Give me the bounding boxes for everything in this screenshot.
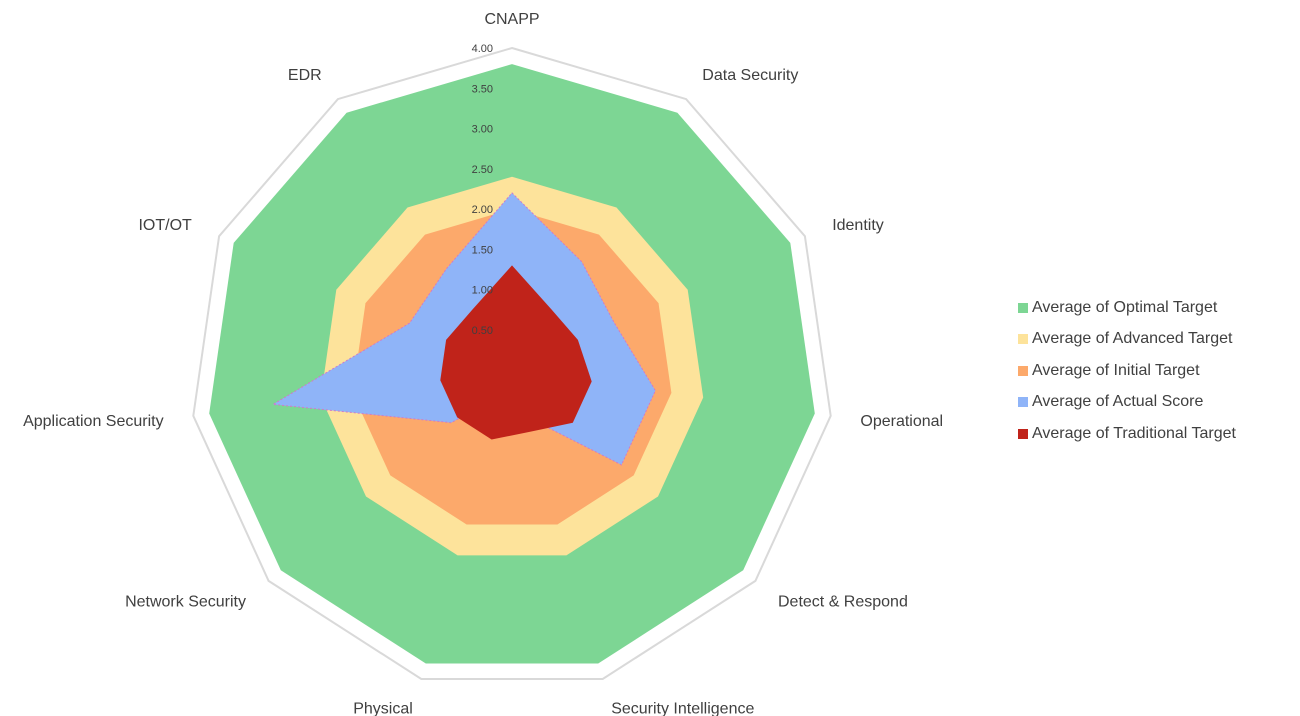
- category-label: Operational: [860, 413, 943, 430]
- legend-label: Average of Traditional Target: [1032, 424, 1236, 442]
- radial-tick-label: 2.50: [472, 164, 493, 176]
- legend-item: Average of Traditional Target: [1018, 418, 1236, 450]
- legend-label: Average of Actual Score: [1032, 393, 1204, 411]
- category-label: Physical: [353, 701, 413, 716]
- legend-item: Average of Optimal Target: [1018, 292, 1236, 324]
- radial-tick-label: 1.00: [472, 285, 493, 297]
- category-label: Network Security: [125, 594, 246, 611]
- radial-tick-label: 3.00: [472, 124, 493, 136]
- category-label: Security Intelligence: [611, 701, 754, 716]
- category-label: Detect & Respond: [778, 594, 908, 611]
- legend-label: Average of Initial Target: [1032, 361, 1200, 379]
- radial-tick-labels: 0.50 1.00 1.50 2.00 2.50 3.00 3.50 4.00: [472, 43, 493, 337]
- legend-swatch: [1018, 302, 1028, 313]
- radar-outer-ring: [192, 46, 832, 680]
- legend-swatch: [1018, 365, 1028, 376]
- radial-tick-label: 0.50: [472, 325, 493, 337]
- category-label: Identity: [832, 217, 884, 234]
- category-label: Data Security: [702, 67, 798, 84]
- radial-tick-label: 3.50: [472, 83, 493, 95]
- category-label: EDR: [288, 67, 322, 84]
- radar-series: [209, 64, 815, 664]
- legend-label: Average of Advanced Target: [1032, 330, 1233, 348]
- category-label: IOT/OT: [138, 217, 192, 234]
- category-labels: CNAPP Data Security Identity Operational Det…: [23, 11, 943, 716]
- legend-item: Average of Advanced Target: [1018, 324, 1236, 356]
- radial-tick-label: 1.50: [472, 244, 493, 256]
- legend-swatch: [1018, 397, 1028, 408]
- category-label: CNAPP: [484, 11, 539, 28]
- legend-label: Average of Optimal Target: [1032, 298, 1218, 316]
- category-label: Application Security: [23, 413, 164, 430]
- radial-tick-label: 4.00: [472, 43, 493, 55]
- legend-swatch: [1018, 334, 1028, 345]
- radial-tick-label: 2.00: [472, 204, 493, 216]
- series-area-average-of-traditional-target: [440, 265, 592, 440]
- radar-grid: [192, 46, 832, 680]
- legend-swatch: [1018, 428, 1028, 439]
- legend-item: Average of Initial Target: [1018, 355, 1236, 387]
- chart-legend: Average of Optimal Target Average of Adva…: [1018, 292, 1236, 450]
- legend-item: Average of Actual Score: [1018, 387, 1236, 419]
